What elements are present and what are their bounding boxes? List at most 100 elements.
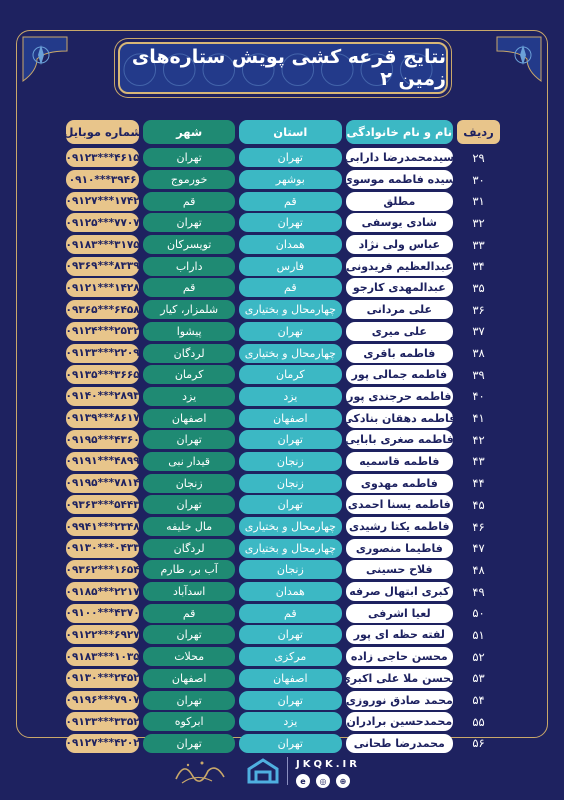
row-name: فاطیما منصوری [345, 538, 454, 558]
row-index: ۵۶ [472, 736, 485, 751]
row-index: ۳۲ [472, 215, 485, 230]
row-mobile: ۰۹۱۸۵***۲۲۱۷ [66, 582, 140, 602]
row-city: تویسرکان [143, 235, 236, 255]
row-name: سیده فاطمه موسوی [345, 170, 454, 190]
row-name: فاطمه حرجندی پور [345, 386, 454, 406]
row-province: تهران [239, 495, 342, 515]
row-city: آب بر، طارم [143, 560, 236, 580]
row-city: اصفهان [143, 408, 236, 428]
row-city: تهران [143, 213, 236, 233]
table-row: ۴۷ فاطیما منصوری چهارمحال و بختیاری لردگان ۰… [66, 537, 500, 559]
row-name: محسن حاجی زاده [345, 647, 454, 667]
table-row: ۳۹ فاطمه جمالی پور کرمان کرمان ۰۹۱۳۵***۳۶۶۵ [66, 364, 500, 386]
table-row: ۴۲ فاطمه صغری بابایی تهران تهران ۰۹۱۹۵***۴۳۶… [66, 429, 500, 451]
row-mobile: ۰۹۱۲۲***۶۹۲۷ [66, 625, 140, 645]
row-name: کبری ابتهال صرفه [345, 582, 454, 602]
row-mobile: ۰۹۱۴۰***۲۸۹۳ [66, 386, 140, 406]
social-icons: e ◎ ⊕ [296, 774, 350, 788]
row-city: یزد [143, 386, 236, 406]
row-city: تهران [143, 495, 236, 515]
globe-icon[interactable]: ⊕ [336, 774, 350, 788]
row-city: تهران [143, 733, 236, 753]
header-mobile: شماره موبایل [66, 120, 140, 144]
ornament-corner-icon [496, 36, 542, 82]
row-province: زنجان [239, 473, 342, 493]
row-name: عبدالمهدی کارجو [345, 278, 454, 298]
row-province: تهران [239, 213, 342, 233]
row-index: ۵۳ [472, 671, 485, 686]
row-name: فاطمه مهدوی [345, 473, 454, 493]
row-index: ۴۳ [472, 454, 485, 469]
row-mobile: ۰۹۱۲۷***۱۷۴۲ [66, 191, 140, 211]
row-index: ۴۲ [472, 432, 485, 447]
row-province: تهران [239, 733, 342, 753]
row-name: عبدالعظیم فریدونی [345, 256, 454, 276]
row-mobile: ۰۹۱۸۳***۱۰۳۵ [66, 647, 140, 667]
row-name: لعیا اشرفی [345, 603, 454, 623]
row-mobile: ۰۹۱۳۰***۰۴۳۳ [66, 538, 140, 558]
header-province: استان [239, 120, 342, 144]
row-name: شادی یوسفی [345, 213, 454, 233]
row-province: تهران [239, 321, 342, 341]
brand-logo-icon [247, 758, 279, 784]
row-index: ۵۵ [472, 714, 485, 729]
instagram-icon[interactable]: ◎ [316, 774, 330, 788]
row-name: فلاح حسینی [345, 560, 454, 580]
row-index: ۵۰ [472, 606, 485, 621]
row-index: ۳۵ [472, 280, 485, 295]
row-mobile: ۰۹۱۲۵***۷۷۰۷ [66, 213, 140, 233]
table-row: ۴۱ فاطمه دهقان بنادکی اصفهان اصفهان ۰۹۱۳۹***… [66, 407, 500, 429]
row-index: ۵۲ [472, 649, 485, 664]
table-row: ۳۷ علی میری تهران پیشوا ۰۹۱۲۴***۲۵۳۲ [66, 321, 500, 343]
row-index: ۳۶ [472, 302, 485, 317]
row-index: ۳۱ [472, 194, 485, 209]
header-city: شهر [143, 120, 236, 144]
row-province: تهران [239, 430, 342, 450]
row-province: یزد [239, 386, 342, 406]
row-province: قم [239, 191, 342, 211]
row-mobile: ۰۹۱۹۱***۴۸۹۹ [66, 451, 140, 471]
row-index: ۴۱ [472, 411, 485, 426]
row-index: ۵۴ [472, 693, 485, 708]
row-index: ۳۰ [472, 172, 485, 187]
row-mobile: ۰۹۳۶۲***۱۶۵۴ [66, 560, 140, 580]
row-mobile: ۰۹۱۳۰***۲۴۵۲ [66, 668, 140, 688]
row-city: محلات [143, 647, 236, 667]
table-row: ۴۶ فاطمه یکتا رشیدی چهارمحال و بختیاری مال … [66, 516, 500, 538]
row-mobile: ۰۹۳۶۵***۶۴۵۸ [66, 300, 140, 320]
social-block: JKQK.IR e ◎ ⊕ [296, 759, 360, 788]
row-province: قم [239, 603, 342, 623]
title-text: نتایج قرعه کشی پویش ستاره‌های زمین ۲ [131, 46, 446, 90]
row-name: عباس ولی نژاد [345, 235, 454, 255]
row-province: فارس [239, 256, 342, 276]
row-name: علی مردانی [345, 300, 454, 320]
row-city: زنجان [143, 473, 236, 493]
calligraphy-logo-icon [175, 761, 225, 784]
row-name: سیدمحمدرضا دارابی [345, 148, 454, 168]
eitaa-icon[interactable]: e [296, 774, 310, 788]
row-mobile: ۰۹۳۶۹***۸۳۳۹ [66, 256, 140, 276]
row-index: ۳۳ [472, 237, 485, 252]
row-city: پیشوا [143, 321, 236, 341]
header-idx: ردیف [457, 120, 500, 144]
site-link[interactable]: JKQK.IR [296, 759, 360, 770]
table-row: ۳۵ عبدالمهدی کارجو قم قم ۰۹۱۲۱***۱۴۲۸ [66, 277, 500, 299]
row-city: قم [143, 191, 236, 211]
row-name: فاطمه قاسمیه [345, 451, 454, 471]
row-province: زنجان [239, 451, 342, 471]
row-province: اصفهان [239, 668, 342, 688]
table-row: ۵۶ محمدرضا طحانی تهران تهران ۰۹۱۲۷***۴۲۰۲ [66, 733, 500, 755]
row-province: قم [239, 278, 342, 298]
table-row: ۳۰ سیده فاطمه موسوی بوشهر خورموج ۰۹۱۰***۳۹۴۶ [66, 169, 500, 191]
row-index: ۴۷ [472, 541, 485, 556]
row-city: لردگان [143, 343, 236, 363]
row-index: ۳۸ [472, 346, 485, 361]
row-name: محمدحسین برادران [345, 712, 454, 732]
row-province: چهارمحال و بختیاری [239, 343, 342, 363]
row-city: لردگان [143, 538, 236, 558]
row-index: ۳۴ [472, 259, 485, 274]
row-mobile: ۰۹۱۲۷***۴۲۰۲ [66, 733, 140, 753]
table-row: ۵۱ لفته حظه ای پور تهران تهران ۰۹۱۲۲***۶۹۲۷ [66, 624, 500, 646]
table-row: ۳۱ مطلق قم قم ۰۹۱۲۷***۱۷۴۲ [66, 190, 500, 212]
table-row: ۴۳ فاطمه قاسمیه زنجان قیدار نبی ۰۹۱۹۱***۴۸۹۹ [66, 451, 500, 473]
